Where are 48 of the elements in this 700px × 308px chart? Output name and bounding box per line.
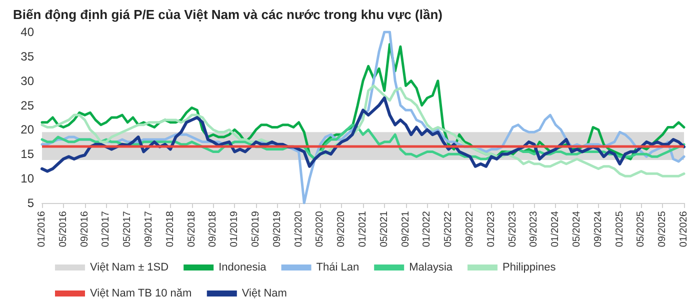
x-tick-label: 09/2020: [336, 210, 348, 248]
legend-label: Philippines: [502, 262, 556, 274]
chart-title: Biến động định giá P/E của Việt Nam và các nước trong khu vực (lần): [13, 7, 442, 22]
x-tick-label: 05/2016: [58, 210, 69, 248]
y-tick-label: 40: [20, 25, 34, 39]
x-tick-label: 05/2018: [186, 210, 198, 248]
x-tick-label: 05/2023: [507, 210, 518, 248]
x-tick-label: 01/2019: [229, 210, 240, 248]
x-tick-label: 01/2025: [614, 210, 626, 248]
legend-label: Việt Nam TB 10 năm: [90, 288, 192, 300]
legend-label: Indonesia: [218, 262, 268, 274]
x-tick-label: 09/2022: [464, 210, 476, 248]
legend-label: Thái Lan: [316, 262, 360, 274]
x-tick-label: 09/2018: [208, 210, 219, 248]
x-tick-label: 05/2021: [378, 210, 390, 248]
x-tick-label: 01/2024: [550, 210, 562, 248]
x-tick-label: 09/2023: [528, 210, 540, 248]
y-tick-label: 10: [20, 172, 34, 186]
x-tick-label: 01/2018: [164, 210, 176, 248]
y-tick-label: 30: [20, 74, 34, 88]
x-tick-label: 09/2017: [144, 210, 154, 248]
x-tick-label: 05/2022: [443, 210, 454, 248]
x-tick-label: 01/2016: [36, 210, 48, 248]
y-tick-label: 35: [20, 49, 34, 64]
x-tick-label: 01/2026: [678, 210, 690, 248]
legend-label: Malaysia: [409, 262, 454, 274]
x-tick-label: 09/2025: [657, 210, 668, 248]
x-tick-label: 05/2020: [314, 210, 326, 248]
y-tick-label: 25: [20, 98, 34, 112]
x-tick-label: 01/2022: [422, 210, 433, 248]
x-tick-label: 05/2019: [250, 210, 262, 248]
x-tick-label: 05/2025: [636, 210, 647, 248]
y-tick-label: 15: [20, 147, 34, 162]
x-tick-label: 01/2021: [358, 210, 368, 248]
line-series: [40, 96, 686, 173]
y-tick-label: 5: [27, 196, 34, 210]
x-tick-label: 09/2021: [400, 210, 412, 248]
x-tick-label: 09/2019: [272, 210, 283, 248]
x-tick-label: 01/2020: [293, 210, 304, 248]
x-tick-label: 09/2016: [79, 210, 90, 248]
x-tick-label: 09/2024: [592, 210, 604, 248]
legend-label: Việt Nam ± 1SD: [90, 262, 169, 274]
y-tick-label: 20: [20, 122, 34, 137]
x-tick-label: 05/2017: [122, 210, 134, 248]
x-tick-label: 05/2024: [572, 210, 582, 248]
x-tick-label: 01/2017: [100, 210, 112, 248]
x-tick-label: 01/2023: [486, 210, 497, 248]
legend-label: Việt Nam: [242, 288, 287, 300]
